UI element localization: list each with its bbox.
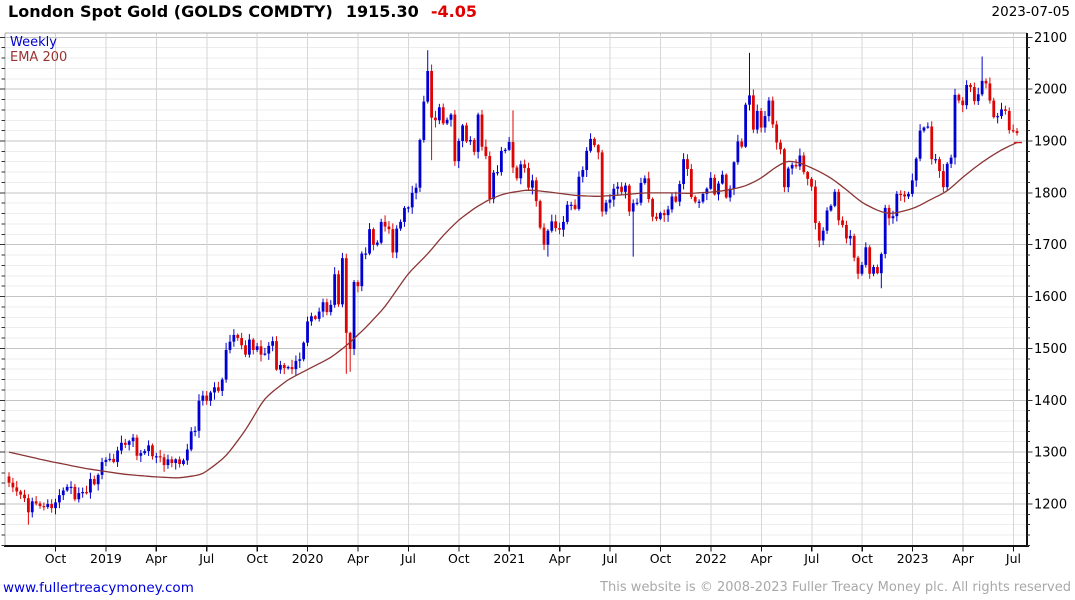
y-axis-label: 1300: [1034, 446, 1067, 461]
axes: [0, 33, 1033, 552]
y-axis-label: 1700: [1034, 238, 1067, 253]
y-axis-label: 1400: [1034, 394, 1067, 409]
x-axis-label: Oct: [650, 551, 672, 566]
weekly-candles: [7, 50, 1019, 525]
instrument-title: London Spot Gold (GOLDS COMDTY): [8, 2, 333, 21]
x-axis-label: Apr: [751, 551, 773, 566]
x-axis-label: Apr: [347, 551, 369, 566]
legend-weekly-label: Weekly: [10, 35, 57, 50]
x-axis-label: Apr: [549, 551, 571, 566]
x-axis-label: Jul: [400, 551, 416, 566]
y-axis-label: 2100: [1034, 31, 1067, 46]
x-axis-label: 2021: [493, 551, 525, 566]
x-axis-label: 2023: [897, 551, 929, 566]
y-axis-label: 2000: [1034, 83, 1067, 98]
y-axis-label: 1500: [1034, 342, 1067, 357]
y-axis-label: 1600: [1034, 290, 1067, 305]
price-change: -4.05: [430, 2, 477, 21]
last-price: 1915.30: [345, 2, 419, 21]
copyright-text: This website is © 2008-2023 Fuller Treac…: [600, 580, 1071, 595]
y-axis-label: 1800: [1034, 186, 1067, 201]
y-axis-label: 1200: [1034, 497, 1067, 512]
x-axis-label: Apr: [952, 551, 974, 566]
x-axis-label: 2022: [695, 551, 727, 566]
ema-line: [8, 142, 1018, 479]
x-axis-label: Oct: [45, 551, 67, 566]
website-link[interactable]: www.fullertreacymoney.com: [3, 580, 194, 596]
page-title: London Spot Gold (GOLDS COMDTY) 1915.30 …: [8, 2, 477, 21]
x-axis-label: Jul: [1005, 551, 1021, 566]
x-axis-label: Apr: [146, 551, 168, 566]
x-axis-label: Oct: [448, 551, 470, 566]
x-axis-label: Jul: [602, 551, 618, 566]
grid: [4, 32, 1027, 546]
x-axis-label: 2020: [292, 551, 324, 566]
x-axis-label: Jul: [803, 551, 819, 566]
x-axis-label: Jul: [198, 551, 214, 566]
x-axis-label: 2019: [90, 551, 122, 566]
y-axis-label: 1900: [1034, 135, 1067, 150]
chart-date: 2023-07-05: [991, 4, 1070, 20]
legend-ema-label: EMA 200: [10, 50, 68, 65]
axis-labels: 2100 2000 1900 1800 1700 1600 1500 1400 1300 1200…: [45, 31, 1067, 566]
x-axis-label: Oct: [246, 551, 268, 566]
x-axis-label: Oct: [851, 551, 873, 566]
